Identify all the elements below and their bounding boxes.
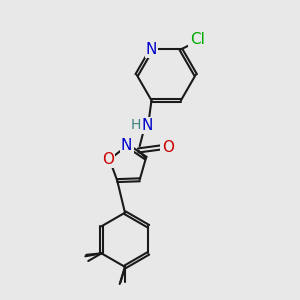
Text: N: N xyxy=(146,42,157,57)
Text: N: N xyxy=(142,118,153,133)
Text: Cl: Cl xyxy=(190,32,205,46)
Text: N: N xyxy=(121,137,132,152)
Text: O: O xyxy=(102,152,114,167)
Text: H: H xyxy=(131,118,141,132)
Text: O: O xyxy=(162,140,174,155)
